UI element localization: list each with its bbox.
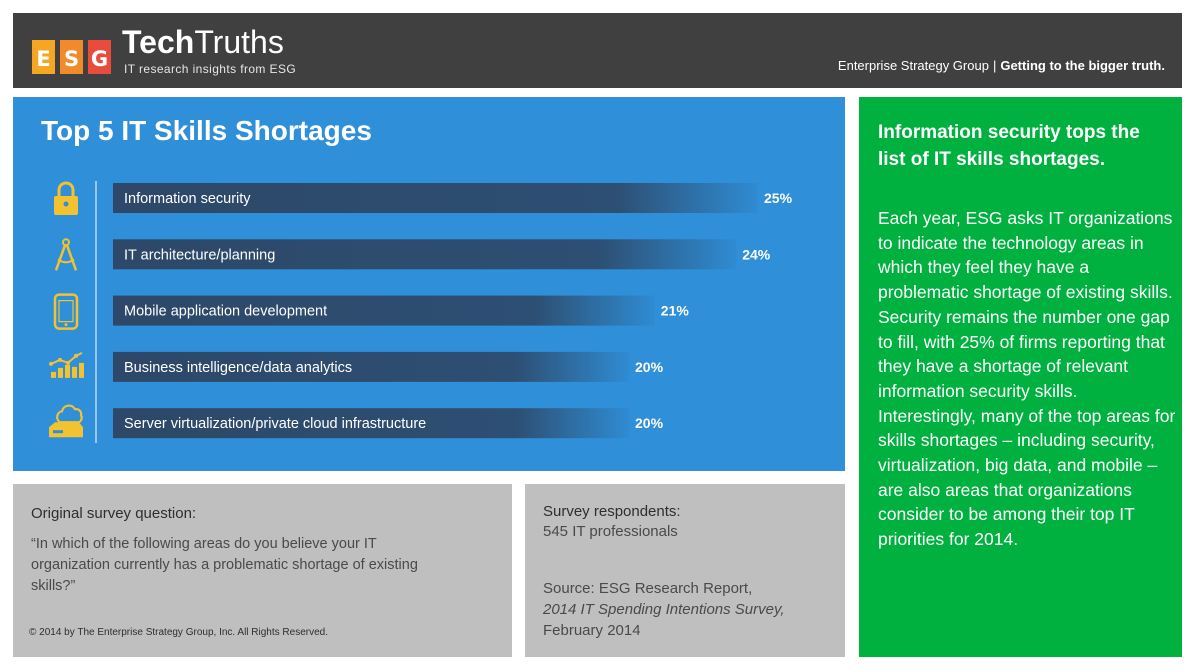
header-bar: E S G TechTruths IT research insights fr… <box>13 13 1182 88</box>
respondents-label: Survey respondents: <box>543 503 681 520</box>
compass-icon <box>54 238 78 271</box>
survey-question-panel: Original survey question: “In which of t… <box>13 484 512 657</box>
header-separator: | <box>992 58 997 73</box>
category-label: Business intelligence/data analytics <box>124 360 352 376</box>
org-name: Enterprise Strategy Group <box>837 58 989 73</box>
source-citation: Source: ESG Research Report, 2014 IT Spe… <box>543 578 843 641</box>
bar-5 <box>113 408 629 439</box>
value-label: 20% <box>635 415 664 431</box>
chart-title: Top 5 IT Skills Shortages <box>41 115 372 146</box>
insight-panel: Information security tops the list of IT… <box>859 97 1182 657</box>
value-label: 21% <box>661 303 690 319</box>
smartphone-icon <box>53 293 79 330</box>
insight-heading: Information security tops the list of IT… <box>878 122 1140 170</box>
bar-4 <box>113 351 629 382</box>
question-text: “In which of the following areas do you … <box>31 536 418 594</box>
bar-2 <box>113 239 737 270</box>
brand-name-light: Truths <box>194 24 284 60</box>
respondents-value: 545 IT professionals <box>543 523 678 540</box>
bar-chart: Information security 25% IT architecture/p… <box>49 181 793 443</box>
esg-logo: E S G <box>32 40 112 74</box>
slogan-text: Getting to the bigger truth. <box>1000 58 1165 73</box>
chart-panel: Top 5 IT Skills Shortages Information se… <box>13 97 845 471</box>
header-slogan: Enterprise Strategy Group | Getting to the… <box>838 58 1165 73</box>
source-prefix: Source: ESG Research Report, <box>543 580 753 597</box>
lock-icon <box>54 181 78 215</box>
brand-tagline: IT research insights from ESG <box>124 62 297 76</box>
logo-letter-e: E <box>32 40 55 74</box>
brand-name: TechTruths <box>122 23 284 61</box>
copyright-notice: © 2014 by The Enterprise Strategy Group,… <box>29 627 328 638</box>
source-date: February 2014 <box>543 622 641 639</box>
category-label: Mobile application development <box>124 304 327 320</box>
source-title: 2014 IT Spending Intentions Survey, <box>543 601 785 618</box>
logo-letter-g: G <box>88 40 111 74</box>
value-label: 24% <box>742 246 771 262</box>
category-label: Information security <box>124 191 251 207</box>
survey-info-panel: Survey respondents: 545 IT professionals… <box>525 484 845 657</box>
bar-1 <box>113 183 758 213</box>
category-label: IT architecture/planning <box>124 247 275 263</box>
bar-3 <box>113 295 655 326</box>
logo-letter-s: S <box>60 40 83 74</box>
insight-body: Each year, ESG asks IT organizations to … <box>878 208 1176 550</box>
question-label: Original survey question: <box>31 505 197 522</box>
brand-name-bold: Tech <box>122 24 195 60</box>
value-label: 25% <box>764 190 793 206</box>
category-label: Server virtualization/private cloud infr… <box>124 416 426 432</box>
analytics-chart-icon <box>49 352 84 378</box>
cloud-server-icon <box>49 404 83 438</box>
value-label: 20% <box>635 359 664 375</box>
